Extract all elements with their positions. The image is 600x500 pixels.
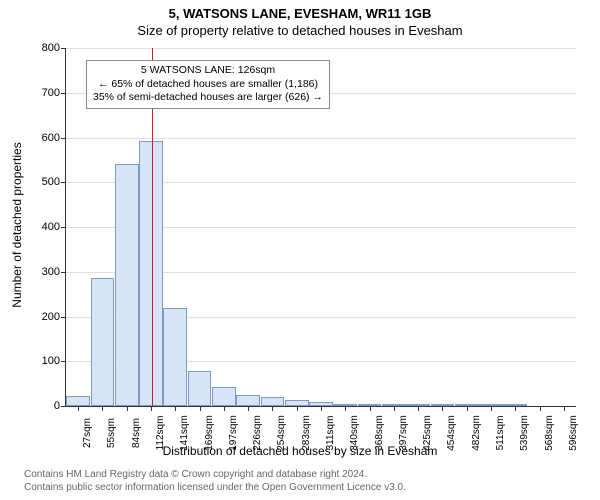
ytick-mark bbox=[61, 48, 66, 49]
ytick-label: 700 bbox=[26, 87, 60, 99]
xtick-mark bbox=[224, 406, 225, 411]
ytick-label: 600 bbox=[26, 132, 60, 144]
xtick-mark bbox=[321, 406, 322, 411]
ytick-mark bbox=[61, 182, 66, 183]
xtick-mark bbox=[175, 406, 176, 411]
ytick-label: 300 bbox=[26, 266, 60, 278]
xtick-mark bbox=[442, 406, 443, 411]
xtick-mark bbox=[418, 406, 419, 411]
xtick-mark bbox=[297, 406, 298, 411]
xtick-mark bbox=[272, 406, 273, 411]
histogram-bar bbox=[66, 396, 90, 406]
histogram-bar bbox=[115, 164, 139, 406]
y-axis-label: Number of detached properties bbox=[10, 142, 24, 307]
xtick-mark bbox=[467, 406, 468, 411]
ytick-mark bbox=[61, 406, 66, 407]
gridline bbox=[66, 48, 576, 49]
histogram-bar bbox=[91, 278, 115, 406]
ytick-mark bbox=[61, 317, 66, 318]
chart-container: 5, WATSONS LANE, EVESHAM, WR11 1GB Size … bbox=[0, 0, 600, 500]
ytick-label: 500 bbox=[26, 176, 60, 188]
xtick-mark bbox=[515, 406, 516, 411]
footer-line1: Contains HM Land Registry data © Crown c… bbox=[24, 468, 406, 481]
xtick-mark bbox=[345, 406, 346, 411]
xtick-mark bbox=[78, 406, 79, 411]
annotation-box: 5 WATSONS LANE: 126sqm ← 65% of detached… bbox=[86, 60, 330, 109]
gridline bbox=[66, 138, 576, 139]
footer: Contains HM Land Registry data © Crown c… bbox=[24, 468, 406, 494]
ytick-label: 800 bbox=[26, 42, 60, 54]
histogram-bar bbox=[163, 308, 187, 406]
annotation-line2: ← 65% of detached houses are smaller (1,… bbox=[93, 78, 323, 92]
xtick-mark bbox=[394, 406, 395, 411]
histogram-bar bbox=[236, 395, 260, 406]
title-main: 5, WATSONS LANE, EVESHAM, WR11 1GB bbox=[0, 0, 600, 21]
xtick-mark bbox=[491, 406, 492, 411]
footer-line2: Contains public sector information licen… bbox=[24, 481, 406, 494]
ytick-mark bbox=[61, 138, 66, 139]
xtick-mark bbox=[248, 406, 249, 411]
xtick-mark bbox=[127, 406, 128, 411]
xtick-mark bbox=[151, 406, 152, 411]
x-axis-label: Distribution of detached houses by size … bbox=[0, 444, 600, 458]
histogram-bar bbox=[212, 387, 236, 406]
xtick-mark bbox=[564, 406, 565, 411]
ytick-label: 0 bbox=[26, 400, 60, 412]
histogram-bar bbox=[261, 397, 285, 406]
annotation-line3: 35% of semi-detached houses are larger (… bbox=[93, 91, 323, 105]
ytick-label: 400 bbox=[26, 221, 60, 233]
title-sub: Size of property relative to detached ho… bbox=[0, 21, 600, 38]
ytick-label: 100 bbox=[26, 355, 60, 367]
ytick-mark bbox=[61, 93, 66, 94]
xtick-mark bbox=[102, 406, 103, 411]
ytick-label: 200 bbox=[26, 311, 60, 323]
histogram-bar bbox=[188, 371, 212, 406]
plot-area: 010020030040050060070080027sqm55sqm84sqm… bbox=[65, 48, 576, 407]
xtick-mark bbox=[370, 406, 371, 411]
xtick-mark bbox=[540, 406, 541, 411]
ytick-mark bbox=[61, 227, 66, 228]
ytick-mark bbox=[61, 361, 66, 362]
annotation-line1: 5 WATSONS LANE: 126sqm bbox=[93, 64, 323, 78]
xtick-mark bbox=[200, 406, 201, 411]
ytick-mark bbox=[61, 272, 66, 273]
